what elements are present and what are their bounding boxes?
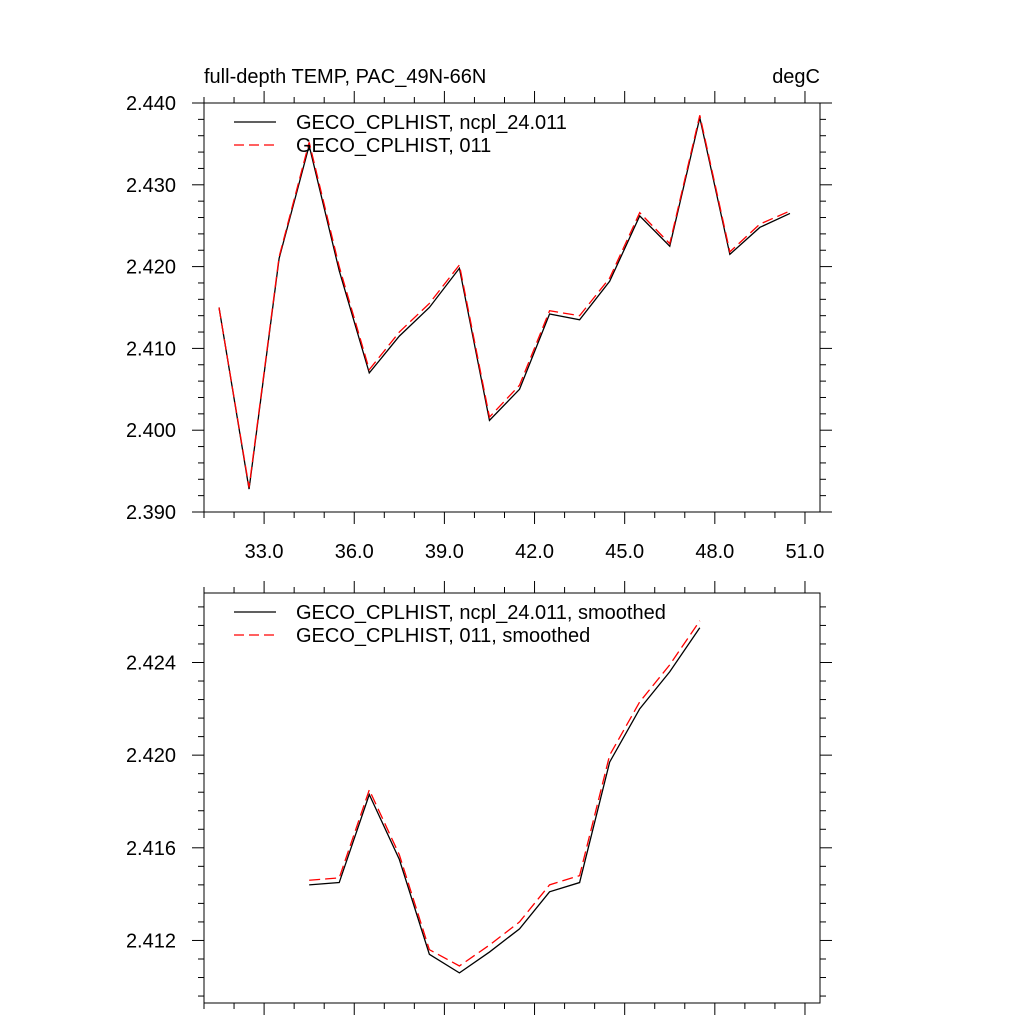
series-line-1 [218, 115, 791, 488]
y-tick-label: 2.412 [126, 930, 176, 952]
legend-label-1: GECO_CPLHIST, 011 [296, 135, 491, 157]
y-tick-label: 2.430 [126, 175, 176, 197]
y-tick-label: 2.416 [126, 838, 176, 860]
x-tick-label: 33.0 [245, 541, 284, 563]
x-tick-label: 39.0 [425, 541, 464, 563]
bottom-plot-area: 2.412 2.416 2.420 2.424 GECO_CPLHIST, ncpl_2… [126, 581, 832, 1015]
top-panel: full-depth TEMP, PAC_49N-66N degC 33.0 36… [126, 66, 832, 563]
bottom-panel: 2.412 2.416 2.420 2.424 GECO_CPLHIST, ncpl_2… [126, 581, 832, 1015]
top-plot-area: 33.0 36.0 39.0 42.0 45.0 48.0 51.0 2.390 2.400 2.… [126, 91, 832, 563]
y-tick-label: 2.420 [126, 257, 176, 279]
units-label: degC [772, 66, 820, 88]
legend-label-1: GECO_CPLHIST, 011, smoothed [296, 625, 590, 647]
legend-label-0: GECO_CPLHIST, ncpl_24.011, smoothed [296, 602, 666, 624]
plot-frame [203, 102, 821, 513]
x-tick-label: 48.0 [695, 541, 734, 563]
x-tick-label: 42.0 [515, 541, 554, 563]
chart-title: full-depth TEMP, PAC_49N-66N [204, 66, 486, 88]
y-tick-label: 2.420 [126, 745, 176, 767]
y-tick-label: 2.400 [126, 420, 176, 442]
x-tick-label: 36.0 [335, 541, 374, 563]
legend-label-0: GECO_CPLHIST, ncpl_24.011 [296, 112, 567, 134]
plot-frame [203, 592, 821, 1004]
series-line-1 [309, 620, 701, 967]
y-tick-label: 2.424 [126, 652, 176, 674]
x-tick-label: 45.0 [605, 541, 644, 563]
x-tick-label: 51.0 [786, 541, 825, 563]
series-line-0 [218, 117, 791, 490]
series-line-0 [309, 627, 701, 974]
y-tick-label: 2.390 [126, 502, 176, 524]
y-tick-label: 2.410 [126, 338, 176, 360]
y-tick-label: 2.440 [126, 93, 176, 115]
